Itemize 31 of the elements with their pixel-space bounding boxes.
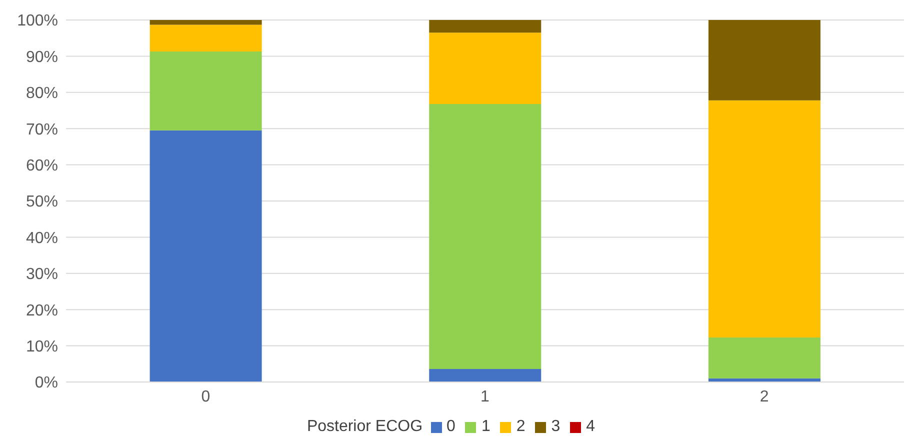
bar (429, 104, 542, 369)
y-tick-label: 0% (34, 374, 58, 392)
bar (708, 100, 820, 338)
legend-label: 0 (446, 418, 456, 436)
y-tick-label: 50% (26, 194, 58, 211)
bar (429, 32, 542, 104)
y-tick-label: 40% (26, 230, 58, 247)
legend-title: Posterior ECOG (306, 418, 423, 436)
bar (708, 20, 820, 100)
bar (150, 130, 262, 382)
bar (150, 24, 262, 52)
y-tick-label: 70% (26, 121, 58, 138)
y-tick-label: 20% (26, 302, 58, 320)
legend-label: 2 (516, 418, 526, 436)
x-tick-label: 2 (760, 388, 769, 406)
y-tick-label: 90% (26, 48, 58, 66)
legend-label: 1 (481, 418, 490, 436)
y-tick-label: 100% (17, 12, 58, 30)
bar (429, 368, 542, 382)
bar (150, 20, 262, 25)
bar (429, 20, 542, 33)
legend-label: 4 (586, 418, 596, 436)
y-tick-label: 60% (26, 157, 58, 174)
bar (150, 51, 262, 130)
bar (708, 337, 820, 378)
x-tick-label: 0 (201, 388, 210, 406)
y-tick-label: 80% (26, 85, 58, 102)
legend-label: 3 (551, 418, 560, 436)
x-tick-label: 1 (480, 388, 490, 406)
y-tick-label: 30% (26, 266, 58, 284)
y-tick-label: 10% (26, 338, 58, 356)
